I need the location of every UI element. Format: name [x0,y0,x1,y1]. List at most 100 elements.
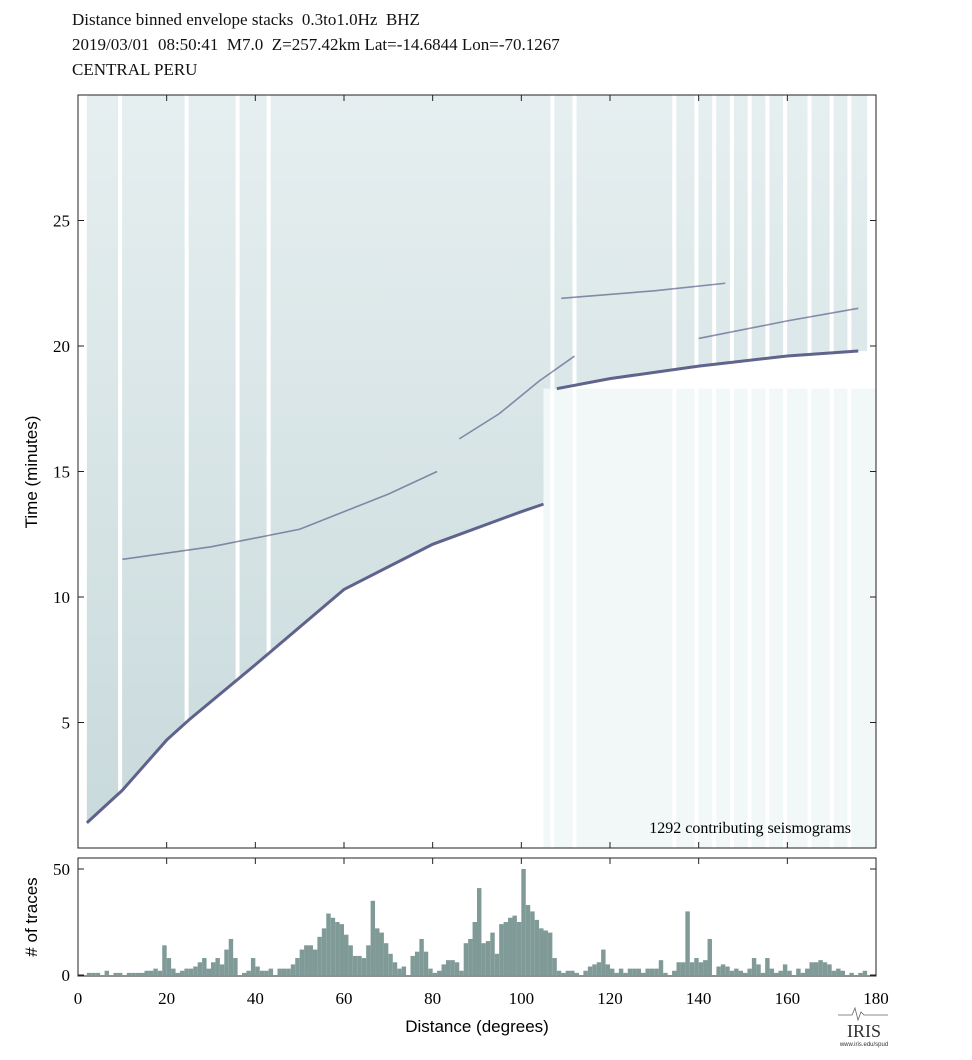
histogram-bar [836,968,841,975]
histogram-bar [233,958,238,975]
histogram-bar [778,970,783,975]
histogram-bar [707,938,712,975]
data-gap [572,95,577,848]
histogram-bar [747,968,752,975]
x-tick-label: 180 [863,989,889,1008]
x-tick-label: 120 [597,989,623,1008]
data-gap [807,95,812,848]
x-tick-label: 140 [686,989,712,1008]
histogram-bar [521,869,526,975]
histogram-bar [366,945,371,975]
histogram-bar [596,962,602,975]
histogram-bar [614,972,619,975]
x-tick-label: 100 [509,989,535,1008]
data-gap [712,95,717,848]
histogram-bar [388,953,393,975]
histogram-bar [610,968,615,975]
histogram-bar [140,972,145,975]
histogram-bar [676,962,681,975]
histogram-bar [361,958,367,975]
y-tick-label: 25 [53,212,70,231]
histogram-bar [601,949,606,975]
histogram-bar [264,970,269,975]
histogram-bar [552,958,557,975]
phase-curve-PKiKP [561,282,726,300]
histogram-bar [627,968,633,975]
data-gap [672,95,677,848]
histogram-bar [397,968,402,975]
data-gap [747,95,752,848]
histogram-bar [175,972,180,975]
histogram-bar [698,962,704,975]
histogram-bar [623,972,628,975]
histogram-bar [862,970,868,975]
histogram-bar [414,951,420,975]
histogram-bar [450,960,455,975]
histogram-bar [565,970,571,975]
histogram-bar [401,966,407,975]
histogram-bar [649,968,655,975]
histogram-bar [477,888,482,975]
histogram-bar [432,972,438,975]
histogram-bar [91,972,96,975]
histogram-bar [259,970,265,975]
histogram-bar [800,972,806,975]
histogram-bar [813,962,819,975]
x-tick-label: 40 [247,989,264,1008]
histogram-bar [641,972,646,975]
histogram-bar [445,960,451,975]
histogram-bar [822,962,828,975]
histogram-bar [383,943,389,975]
x-tick-label: 0 [74,989,83,1008]
phase-curve-P [85,502,544,825]
histogram-bar [751,958,757,975]
histogram-bar [126,972,132,975]
histogram-bar [171,968,176,975]
phase-curve-PcP [122,470,438,561]
histogram-bar [135,972,141,975]
histogram-bar [539,928,544,975]
histogram-bar [321,928,327,975]
histogram-bar [428,968,433,975]
histogram-bar [632,968,637,975]
histogram-bar [295,958,300,975]
histogram-bar [317,936,322,975]
data-gap [118,95,123,848]
histogram-bar [153,968,158,975]
hist-y-axis-label: # of traces [22,877,41,956]
histogram-bar [796,968,801,975]
histogram-bar [104,970,110,975]
x-tick-label: 60 [336,989,353,1008]
histogram-bar [618,968,624,975]
histogram-bar [738,970,743,975]
data-gap [235,95,240,848]
data-gap [847,95,852,848]
histogram-bar [494,953,500,975]
histogram-bar [658,960,664,975]
contributing-count: 1292 contributing seismograms [649,820,851,837]
histogram-bar [543,930,548,975]
histogram-bar [215,958,220,975]
histogram-bar [805,968,810,975]
histogram-bar [516,922,522,975]
histogram-bar [219,964,225,975]
data-gap [184,95,189,848]
histogram-bar [645,968,650,975]
histogram-bar [809,962,814,975]
iris-logo: IRIS www.iris.edu/spud [838,1006,888,1048]
histogram-bar [312,949,318,975]
histogram-bar [512,915,517,975]
histogram-bar [290,964,296,975]
histogram-bar [392,962,398,975]
histogram-bar [419,938,424,975]
hist-y-tick-label: 0 [62,966,71,985]
histogram-bar [228,938,234,975]
histogram-bar [330,917,336,975]
histogram-bar [689,962,695,975]
histogram-bar [756,964,761,975]
histogram-bar [335,922,340,975]
histogram-bar [472,922,477,975]
y-tick-label: 5 [62,714,71,733]
histogram-bar [765,958,770,975]
